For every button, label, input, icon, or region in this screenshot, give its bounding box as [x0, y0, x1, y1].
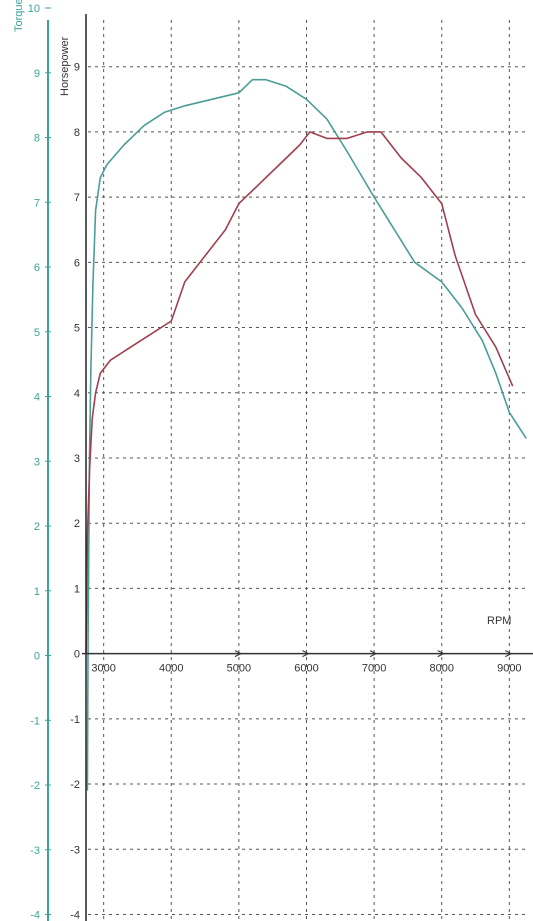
- horsepower-tick-label: 1: [74, 583, 80, 595]
- torque-tick-label: -2: [30, 780, 40, 792]
- series-line-1: [86, 78, 527, 791]
- horsepower-tick-label: 6: [74, 257, 80, 269]
- tick-labels: -4 -3 -2 -1 0 1 2 3 4 5 6 7 8 9 10 -4 -3 -2 -1 0 1 2 3 4 5 6 7 8 9 30…: [28, 3, 522, 921]
- x-tick-label: 8000: [429, 663, 453, 675]
- x-axis-arrow-6000: [302, 650, 310, 658]
- torque-tick-label: 5: [34, 327, 40, 339]
- torque-tick-label: 10: [28, 3, 40, 15]
- horsepower-tick-label: 0: [74, 649, 80, 661]
- torque-tick-label: -4: [30, 910, 40, 921]
- x-tick-label: 5000: [227, 663, 251, 675]
- horsepower-tick-label: -4: [70, 909, 80, 921]
- x-axis-title: RPM: [487, 615, 511, 627]
- horsepower-tick-label: 9: [74, 62, 80, 74]
- horsepower-tick-label: -2: [70, 779, 80, 791]
- horsepower-tick-label: -3: [70, 844, 80, 856]
- horsepower-tick-label: 7: [74, 192, 80, 204]
- horsepower-tick-label: 2: [74, 518, 80, 530]
- x-tick-label: 9000: [497, 663, 521, 675]
- torque-tick-label: 6: [34, 262, 40, 274]
- horsepower-tick-label: 5: [74, 323, 80, 335]
- torque-tick-label: 8: [34, 133, 40, 145]
- y-axis-title-torque: Torque: [13, 0, 25, 32]
- torque-tick-label: 9: [34, 68, 40, 80]
- torque-tick-label: 0: [34, 651, 40, 663]
- x-tick-label: 3000: [91, 663, 115, 675]
- torque-tick-label: 3: [34, 456, 40, 468]
- torque-tick-label: 2: [34, 521, 40, 533]
- grid: [88, 20, 528, 921]
- torque-tick-label: -1: [30, 715, 40, 727]
- axes: [47, 14, 533, 921]
- horsepower-tick-label: 3: [74, 453, 80, 465]
- x-axis-arrow-9000: [505, 650, 513, 658]
- horsepower-tick-label: 4: [74, 388, 80, 400]
- horsepower-tick-label: -1: [70, 714, 80, 726]
- series-lines: [85, 78, 527, 791]
- series-line-2: [85, 131, 514, 654]
- torque-tick-label: -3: [30, 845, 40, 857]
- torque-tick-label: 1: [34, 586, 40, 598]
- x-tick-label: 7000: [362, 663, 386, 675]
- x-axis-arrow-5000: [234, 650, 243, 658]
- x-axis-arrow-8000: [437, 650, 445, 658]
- x-tick-label: 4000: [159, 663, 183, 675]
- x-tick-label: 6000: [294, 663, 318, 675]
- torque-tick-label: 7: [34, 197, 40, 209]
- horsepower-tick-label: 8: [74, 127, 80, 139]
- y-axis-title-horsepower: Horsepower: [59, 36, 71, 96]
- x-axis-arrow-7000: [369, 650, 378, 658]
- torque-tick-label: 4: [34, 392, 40, 404]
